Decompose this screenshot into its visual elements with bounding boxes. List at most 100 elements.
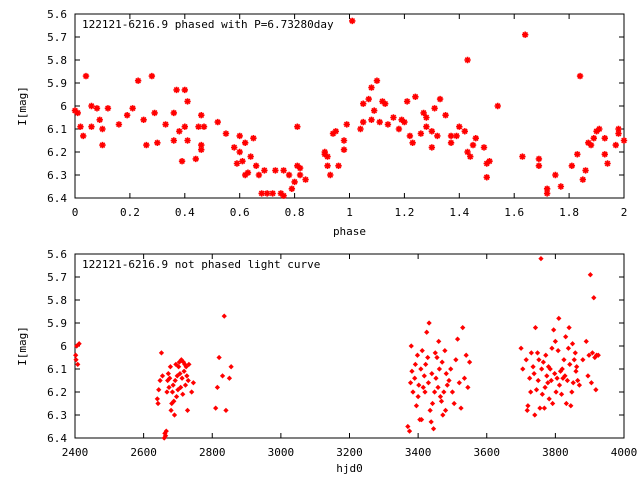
data-point [88,123,95,130]
data-point [409,368,415,374]
x-tick-label: 0.4 [175,206,195,219]
data-point [562,373,568,379]
data-point [428,144,436,151]
data-point [423,114,430,121]
data-point [593,387,599,393]
data-point [583,338,589,345]
x-tick-label: 3000 [268,446,295,459]
data-point [532,412,538,418]
data-point [472,135,479,142]
data-point [186,361,192,368]
data-point [539,391,545,397]
data-point [327,171,334,179]
x-axis-label: hjd0 [336,462,363,475]
data-point [413,403,420,409]
x-tick-label: 0.8 [285,206,305,219]
data-point [419,347,425,354]
data-point [154,139,161,146]
data-point [451,400,457,407]
data-point [438,398,445,404]
data-point [416,382,422,388]
data-point [71,107,79,114]
data-point [535,155,543,163]
data-point [435,384,441,391]
data-point [580,357,586,363]
x-tick-label: 2800 [199,446,226,459]
data-point [250,135,257,142]
data-point [440,412,446,418]
data-point [436,338,442,345]
data-point [73,352,79,358]
x-axis-label: phase [333,225,366,238]
data-point [575,377,581,384]
data-point [443,370,449,377]
y-tick-label: 6.2 [47,146,67,159]
x-tick-label: 1 [346,206,353,219]
data-point [423,123,430,130]
data-point [175,364,182,370]
data-point [552,370,558,377]
data-point [523,357,529,363]
data-point [519,153,526,160]
data-point [296,164,304,172]
data-point [466,359,473,365]
data-point [568,162,576,169]
data-point [172,377,178,384]
data-point [302,176,309,183]
data-point [182,382,189,388]
data-point [587,272,593,278]
data-point [123,112,131,119]
data-point [595,352,601,358]
data-point [349,17,356,25]
data-point [390,114,397,121]
data-point [178,158,186,165]
data-point [565,345,572,351]
data-point [162,433,169,439]
data-point [99,125,106,133]
data-point [231,144,238,151]
data-point [615,125,622,133]
y-axis-label: I[mag] [16,86,29,126]
data-point [228,364,234,370]
data-point [564,377,571,384]
y-tick-label: 5.9 [47,77,67,90]
data-point [180,391,186,397]
x-tick-label: 3400 [405,446,432,459]
data-point [521,31,529,38]
data-point [216,354,222,361]
data-point [405,423,411,430]
data-point [343,121,350,128]
y-tick-label: 6.3 [47,409,67,422]
data-point [176,128,183,135]
data-point [429,400,436,407]
data-point [174,373,180,379]
data-point [569,389,575,395]
data-point [437,393,444,400]
data-point [414,352,421,358]
data-point [156,387,162,393]
data-point [426,320,432,326]
data-point [178,384,184,391]
data-point [329,130,337,137]
data-point [543,190,551,197]
y-tick-label: 6.4 [47,192,67,205]
data-point [175,387,181,393]
data-point [456,123,463,130]
data-point [538,255,544,262]
data-point [170,382,176,388]
data-point [181,123,188,130]
data-point [184,98,191,105]
y-tick-label: 6.3 [47,169,67,182]
data-point [460,324,466,331]
data-point [151,109,158,117]
data-point [531,370,537,377]
y-tick-label: 6.1 [47,123,67,136]
data-point [576,72,584,80]
data-point [129,105,136,112]
data-point [280,167,287,174]
data-point [518,345,524,351]
data-point [582,167,589,174]
y-tick-label: 5.6 [47,8,67,21]
data-point [566,324,572,331]
data-point [550,400,556,407]
